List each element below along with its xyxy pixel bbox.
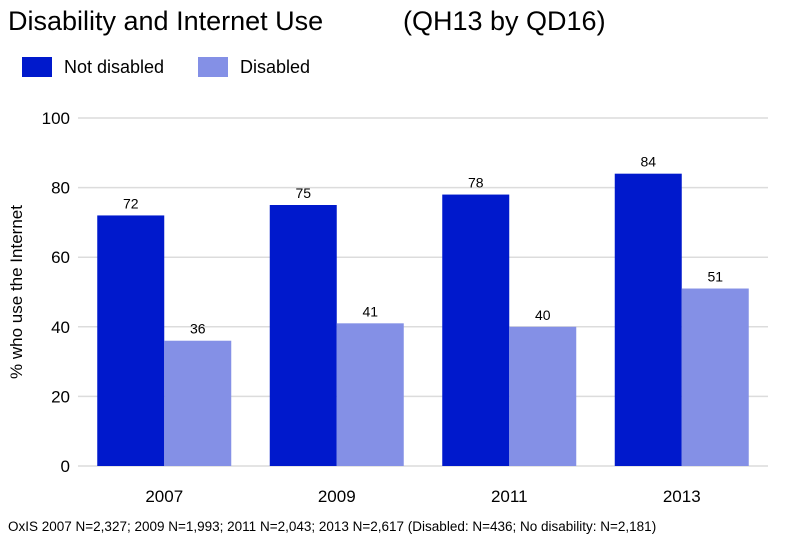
data-label-disabled-2009: 41: [362, 303, 378, 319]
y-tick-label-80: 80: [51, 179, 70, 198]
data-label-not-disabled-2009: 75: [295, 185, 311, 201]
data-label-not-disabled-2007: 72: [123, 195, 139, 211]
footnote: OxIS 2007 N=2,327; 2009 N=1,993; 2011 N=…: [8, 519, 657, 534]
y-axis-title: % who use the Internet: [7, 205, 26, 379]
bar-not-disabled-2007: [97, 215, 165, 466]
y-tick-label-40: 40: [51, 318, 70, 337]
x-tick-label-2007: 2007: [145, 487, 183, 506]
x-tick-label-2011: 2011: [491, 487, 528, 506]
legend-label-not-disabled: Not disabled: [64, 57, 165, 77]
legend-label-disabled: Disabled: [240, 57, 311, 77]
bar-disabled-2007: [164, 340, 232, 466]
legend-item-disabled: Disabled: [198, 56, 310, 78]
data-label-disabled-2007: 36: [190, 321, 206, 337]
legend-swatch-not-disabled: [22, 57, 52, 77]
chart-title: Disability and Internet Use: [8, 6, 324, 36]
data-label-not-disabled-2011: 78: [468, 175, 484, 191]
legend-item-not-disabled: Not disabled: [22, 56, 164, 78]
y-tick-label-60: 60: [51, 248, 70, 267]
data-label-disabled-2011: 40: [535, 307, 551, 323]
data-label-disabled-2013: 51: [707, 269, 723, 285]
chart-subtitle: (QH13 by QD16): [403, 6, 606, 36]
bar-disabled-2009: [336, 323, 404, 466]
bar-not-disabled-2013: [614, 173, 682, 466]
y-tick-label-100: 100: [42, 109, 70, 128]
bar-disabled-2011: [509, 326, 577, 466]
data-label-not-disabled-2013: 84: [640, 154, 656, 170]
bar-not-disabled-2011: [442, 194, 510, 466]
bar-not-disabled-2009: [269, 205, 337, 466]
x-tick-label-2013: 2013: [663, 487, 701, 506]
x-tick-label-2009: 2009: [318, 487, 356, 506]
bar-disabled-2013: [681, 288, 749, 466]
legend-swatch-disabled: [198, 57, 228, 77]
y-tick-label-0: 0: [61, 457, 70, 476]
y-tick-label-20: 20: [51, 387, 70, 406]
